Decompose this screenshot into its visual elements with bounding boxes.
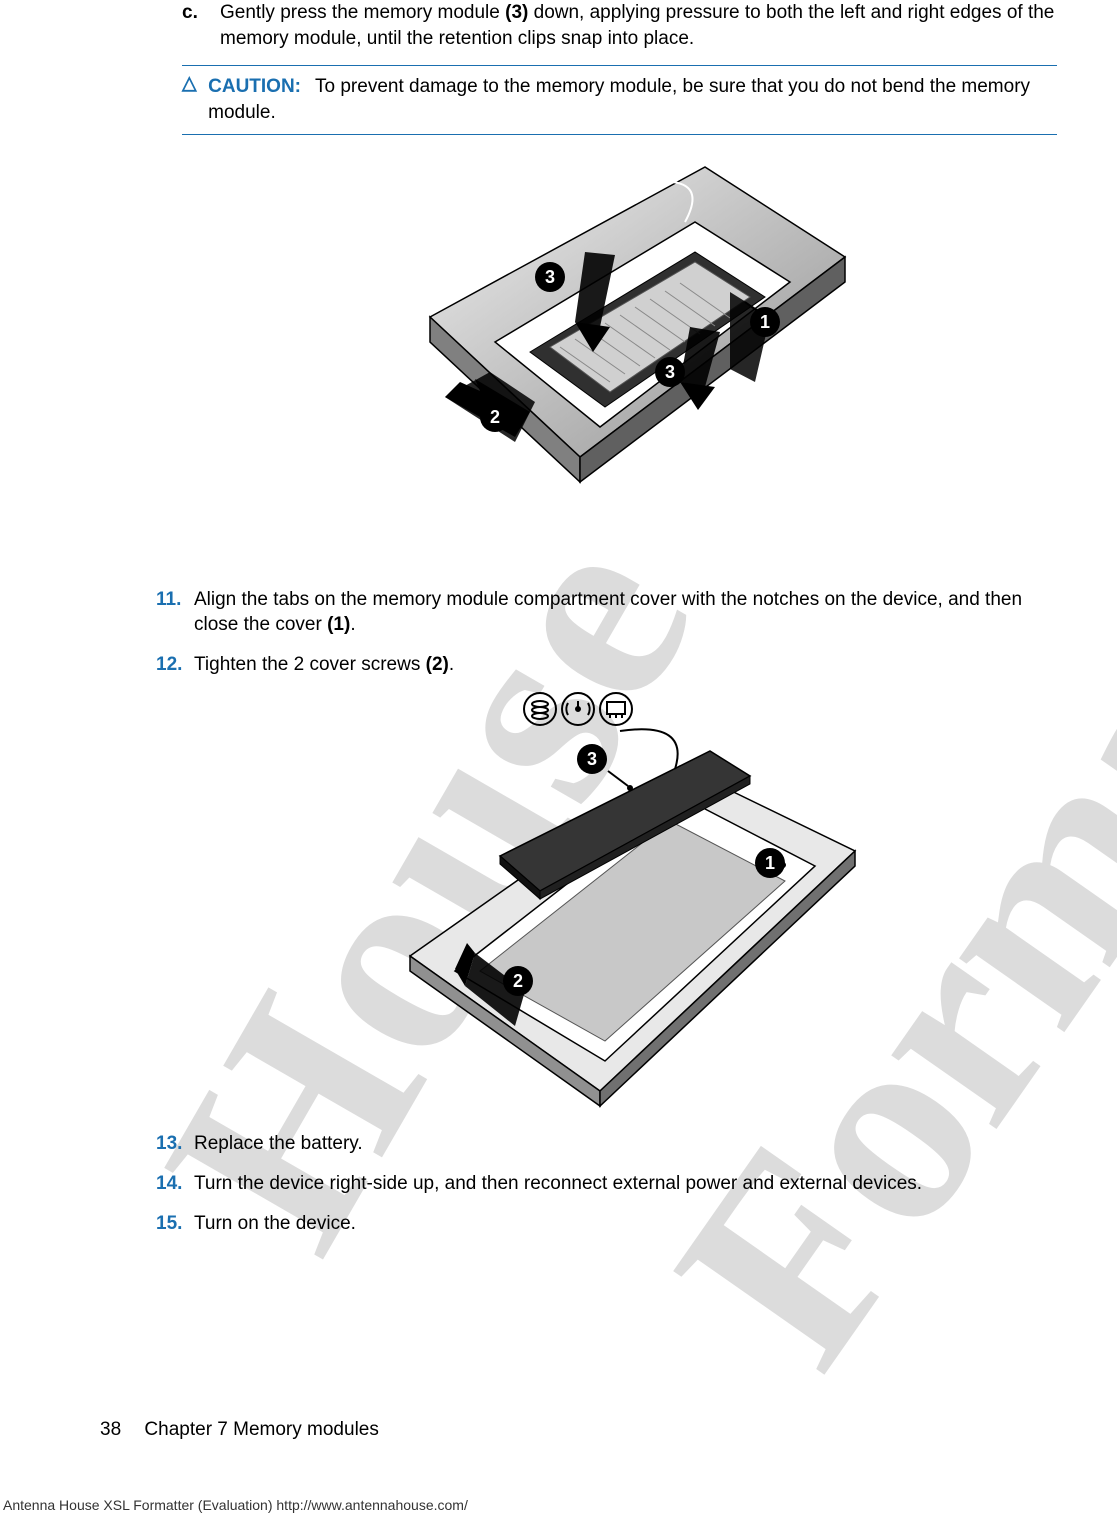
caution-label: CAUTION: [208,76,315,97]
step-text: Replace the battery. [194,1131,1057,1157]
callout-3: 3 [535,262,565,292]
svg-text:3: 3 [664,362,674,382]
page-number: 38 [100,1417,121,1443]
page-footer: 38 Chapter 7 Memory modules [100,1417,379,1443]
step-number: 12. [156,652,194,678]
text: . [350,614,355,635]
step-text: Turn the device right-side up, and then … [194,1171,1057,1197]
step-14: 14. Turn the device right-side up, and t… [156,1171,1057,1197]
step-number: 13. [156,1131,194,1157]
svg-text:2: 2 [489,407,499,427]
step-number: 11. [156,587,194,638]
step-11: 11. Align the tabs on the memory module … [156,587,1057,638]
callout-1: 1 [755,848,785,878]
svg-text:2: 2 [512,971,522,991]
caution-box: △ CAUTION:To prevent damage to the memor… [182,65,1057,134]
step-text: Align the tabs on the memory module comp… [194,587,1057,638]
callout-2: 2 [503,966,533,996]
svg-text:1: 1 [759,312,769,332]
caution-icon: △ [182,74,198,125]
step-15: 15. Turn on the device. [156,1211,1057,1237]
step-number: 15. [156,1211,194,1237]
svg-text:3: 3 [586,749,596,769]
caution-text: To prevent damage to the memory module, … [208,76,1030,123]
substep-text: Gently press the memory module (3) down,… [220,0,1057,51]
icon-row [524,693,632,725]
substep-c: c. Gently press the memory module (3) do… [182,0,1057,51]
chapter-label: Chapter 7 Memory modules [144,1419,378,1440]
substep-label: c. [182,0,220,51]
bold-ref: (1) [327,614,350,635]
callout-2: 2 [480,402,510,432]
callout-1: 1 [750,307,780,337]
caution-body: CAUTION:To prevent damage to the memory … [208,74,1057,125]
callout-3: 3 [577,744,607,774]
step-text: Turn on the device. [194,1211,1057,1237]
text: Gently press the memory module [220,2,505,23]
text: . [449,654,454,675]
text: Tighten the 2 cover screws [194,654,426,675]
bold-ref: (3) [505,2,528,23]
step-13: 13. Replace the battery. [156,1131,1057,1157]
step-text: Tighten the 2 cover screws (2). [194,652,1057,678]
figure-2: 1 2 3 [182,691,1057,1111]
evaluation-notice: Antenna House XSL Formatter (Evaluation)… [3,1496,468,1515]
svg-text:1: 1 [764,853,774,873]
text: Align the tabs on the memory module comp… [194,589,1022,636]
callout-3: 3 [655,357,685,387]
svg-text:3: 3 [544,267,554,287]
figure-1: 1 2 3 3 [182,147,1057,567]
step-number: 14. [156,1171,194,1197]
bold-ref: (2) [426,654,449,675]
step-12: 12. Tighten the 2 cover screws (2). [156,652,1057,678]
